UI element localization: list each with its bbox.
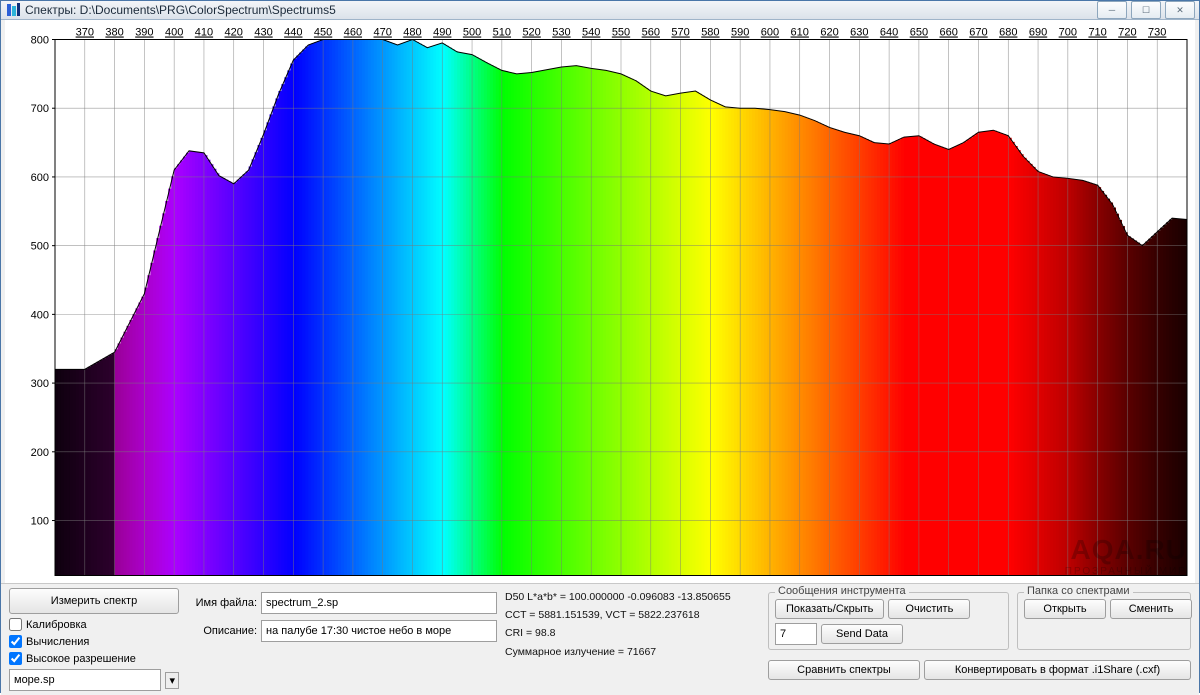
instrument-group: Сообщения инструмента Показать/Скрыть Оч… <box>768 592 1009 650</box>
svg-text:710: 710 <box>1088 27 1106 39</box>
spectrum-chart: 370 380 390 400 410 420 430 440 450 460 470 480 490 5… <box>5 20 1195 583</box>
svg-text:660: 660 <box>940 27 958 39</box>
svg-text:490: 490 <box>433 27 451 39</box>
svg-text:400: 400 <box>165 27 183 39</box>
svg-text:800: 800 <box>31 35 49 47</box>
svg-text:530: 530 <box>552 27 570 39</box>
show-hide-button[interactable]: Показать/Скрыть <box>775 599 884 619</box>
svg-text:720: 720 <box>1118 27 1136 39</box>
info-lab: D50 L*a*b* = 100.000000 -0.096083 -13.85… <box>505 590 760 604</box>
change-button[interactable]: Сменить <box>1110 599 1192 619</box>
svg-text:700: 700 <box>31 103 49 115</box>
convert-button[interactable]: Конвертировать в формат .i1Share (.cxf) <box>924 660 1191 680</box>
info-block: D50 L*a*b* = 100.000000 -0.096083 -13.85… <box>505 588 760 691</box>
svg-text:670: 670 <box>969 27 987 39</box>
info-cct: CCT = 5881.151539, VCT = 5822.237618 <box>505 608 760 622</box>
window-buttons: ─ ☐ ✕ <box>1097 1 1195 19</box>
descr-label: Описание: <box>187 625 257 637</box>
chevron-down-icon[interactable]: ▾ <box>165 672 179 689</box>
minimize-button[interactable]: ─ <box>1097 1 1127 19</box>
svg-text:690: 690 <box>1029 27 1047 39</box>
clear-button[interactable]: Очистить <box>888 599 970 619</box>
titlebar: Спектры: D:\Documents\PRG\ColorSpectrum\… <box>1 1 1199 20</box>
svg-text:600: 600 <box>761 27 779 39</box>
maximize-button[interactable]: ☐ <box>1131 1 1161 19</box>
svg-text:620: 620 <box>820 27 838 39</box>
svg-text:370: 370 <box>76 27 94 39</box>
info-sum: Суммарное излучение = 71667 <box>505 645 760 659</box>
svg-text:420: 420 <box>225 27 243 39</box>
svg-text:480: 480 <box>403 27 421 39</box>
svg-text:390: 390 <box>135 27 153 39</box>
svg-text:580: 580 <box>701 27 719 39</box>
folder-group: Папка со спектрами Открыть Сменить <box>1017 592 1191 650</box>
svg-text:300: 300 <box>31 378 49 390</box>
svg-text:520: 520 <box>522 27 540 39</box>
file-dropdown[interactable] <box>9 669 161 691</box>
svg-text:550: 550 <box>612 27 630 39</box>
window-title: Спектры: D:\Documents\PRG\ColorSpectrum\… <box>25 3 1097 17</box>
svg-text:570: 570 <box>671 27 689 39</box>
svg-text:410: 410 <box>195 27 213 39</box>
svg-text:700: 700 <box>1059 27 1077 39</box>
svg-text:730: 730 <box>1148 27 1166 39</box>
app-icon <box>5 2 21 18</box>
open-button[interactable]: Открыть <box>1024 599 1106 619</box>
svg-text:600: 600 <box>31 172 49 184</box>
info-cri: CRI = 98.8 <box>505 626 760 640</box>
send-data-button[interactable]: Send Data <box>821 624 903 644</box>
svg-text:380: 380 <box>105 27 123 39</box>
svg-text:500: 500 <box>31 241 49 253</box>
svg-text:400: 400 <box>31 309 49 321</box>
svg-text:470: 470 <box>374 27 392 39</box>
compare-button[interactable]: Сравнить спектры <box>768 660 920 680</box>
svg-text:540: 540 <box>582 27 600 39</box>
description-input[interactable] <box>261 620 497 642</box>
svg-text:590: 590 <box>731 27 749 39</box>
svg-text:430: 430 <box>254 27 272 39</box>
hires-checkbox[interactable]: Высокое разрешение <box>9 652 179 665</box>
svg-text:100: 100 <box>31 516 49 528</box>
svg-text:610: 610 <box>791 27 809 39</box>
computations-checkbox[interactable]: Вычисления <box>9 635 179 648</box>
svg-text:450: 450 <box>314 27 332 39</box>
svg-text:640: 640 <box>880 27 898 39</box>
svg-text:630: 630 <box>850 27 868 39</box>
svg-text:650: 650 <box>910 27 928 39</box>
svg-text:680: 680 <box>999 27 1017 39</box>
svg-text:460: 460 <box>344 27 362 39</box>
measure-button[interactable]: Измерить спектр <box>9 588 179 614</box>
send-value-input[interactable] <box>775 623 817 645</box>
close-button[interactable]: ✕ <box>1165 1 1195 19</box>
svg-text:560: 560 <box>642 27 660 39</box>
svg-text:510: 510 <box>493 27 511 39</box>
app-window: Спектры: D:\Documents\PRG\ColorSpectrum\… <box>0 0 1200 693</box>
svg-text:500: 500 <box>463 27 481 39</box>
svg-text:200: 200 <box>31 447 49 459</box>
filename-label: Имя файла: <box>187 597 257 609</box>
filename-input[interactable] <box>261 592 497 614</box>
calibration-checkbox[interactable]: Калибровка <box>9 618 179 631</box>
bottom-panel: Измерить спектр Калибровка Вычисления Вы… <box>1 583 1199 695</box>
svg-text:440: 440 <box>284 27 302 39</box>
